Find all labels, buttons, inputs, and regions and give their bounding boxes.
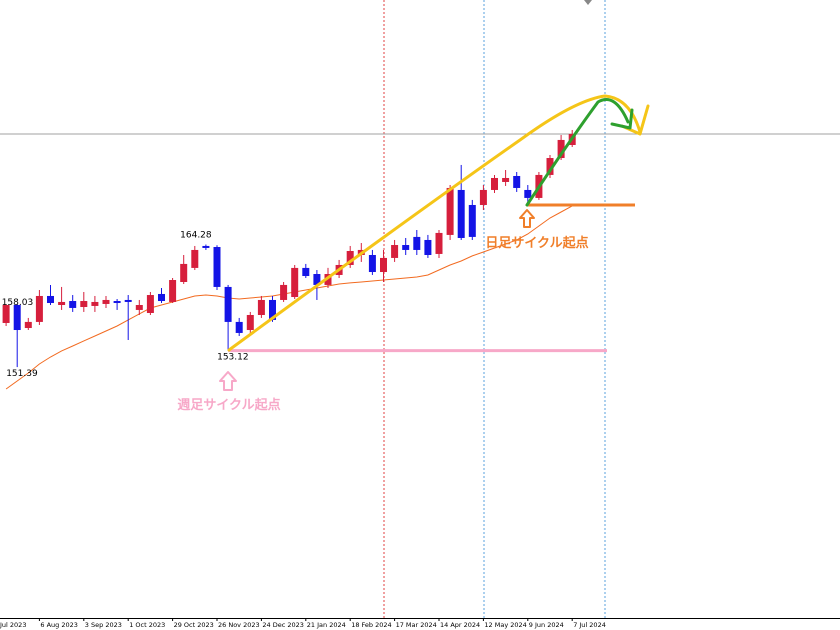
candle-body [413,236,421,250]
x-tick-label: 6 Aug 2023 [40,621,78,629]
candle-body [180,263,188,282]
annotation: 週足サイクル起点 [177,397,280,413]
candle-body [457,189,465,238]
candle-body [102,299,110,304]
x-tick-label: 1 Oct 2023 [129,621,165,629]
candle-body [202,245,210,248]
candle-body [269,299,276,320]
x-tick-label: 3 Sep 2023 [85,621,122,629]
x-tick-label: 24 Dec 2023 [262,621,304,629]
price-label: 164.28 [180,231,212,241]
candle-body [113,301,121,304]
arrow-head [610,108,634,130]
candle-body [135,305,143,310]
candle-body [391,245,399,258]
candle-body [91,301,99,306]
annotation: 日足サイクル起点 [485,235,588,251]
up-arrow-icon [219,371,237,391]
candle-body [80,301,88,308]
candle-body [124,299,132,302]
candle-body [524,189,532,198]
candle-body [380,257,387,273]
candle-body [257,299,265,315]
candle-body [213,247,221,287]
candle-body [24,321,32,329]
candle-body [491,177,498,190]
drawings [219,94,650,391]
candle-body [13,305,21,331]
moving-average [5,205,573,390]
candle-body [435,232,443,254]
candle-body [246,314,254,331]
x-tick-label: 17 Mar 2024 [396,621,437,629]
candle-body [58,301,66,306]
candle-body [402,245,410,250]
candle-body [557,139,565,159]
x-tick-label: 9 Jun 2024 [529,621,564,629]
candle-body [313,274,321,285]
candle-body [291,267,299,298]
cycle-curve [525,98,630,207]
candle-body [191,249,199,268]
candle-body [502,177,510,182]
candle-body [280,284,288,300]
candle-body [224,286,232,322]
x-tick-label: 26 Nov 2023 [218,621,260,629]
candle-body [169,280,177,302]
x-tick-label: 18 Feb 2024 [351,621,391,629]
candle-body [2,305,10,323]
x-tick-label: 12 May 2024 [484,621,526,629]
x-tick-label: 7 Jul 2024 [573,621,606,629]
x-tick-label: Jul 2023 [0,621,26,629]
up-arrow-icon [519,209,535,228]
x-tick-label: 29 Oct 2023 [174,621,214,629]
candle-body [479,189,487,205]
candle-body [468,204,476,237]
price-label: 158.03 [2,298,34,308]
cycle-curve [227,94,642,352]
candle-body [302,267,310,277]
candle-body [368,254,376,273]
candle-body [235,321,243,333]
price-label: 151.39 [6,369,38,379]
shift-marker [584,0,592,5]
candle-body [346,251,354,265]
candle-body [513,175,521,188]
x-tick-label: 14 Apr 2024 [440,621,480,629]
candle-body [35,295,43,322]
candle-body [146,295,154,313]
candle-body [47,295,54,304]
candle-body [446,187,454,235]
candle-body [158,293,165,302]
candle-body [424,239,432,255]
candle-body [69,301,77,308]
x-tick-label: 21 Jan 2024 [307,621,346,629]
price-label: 153.12 [217,353,249,363]
candle-body [546,158,554,175]
